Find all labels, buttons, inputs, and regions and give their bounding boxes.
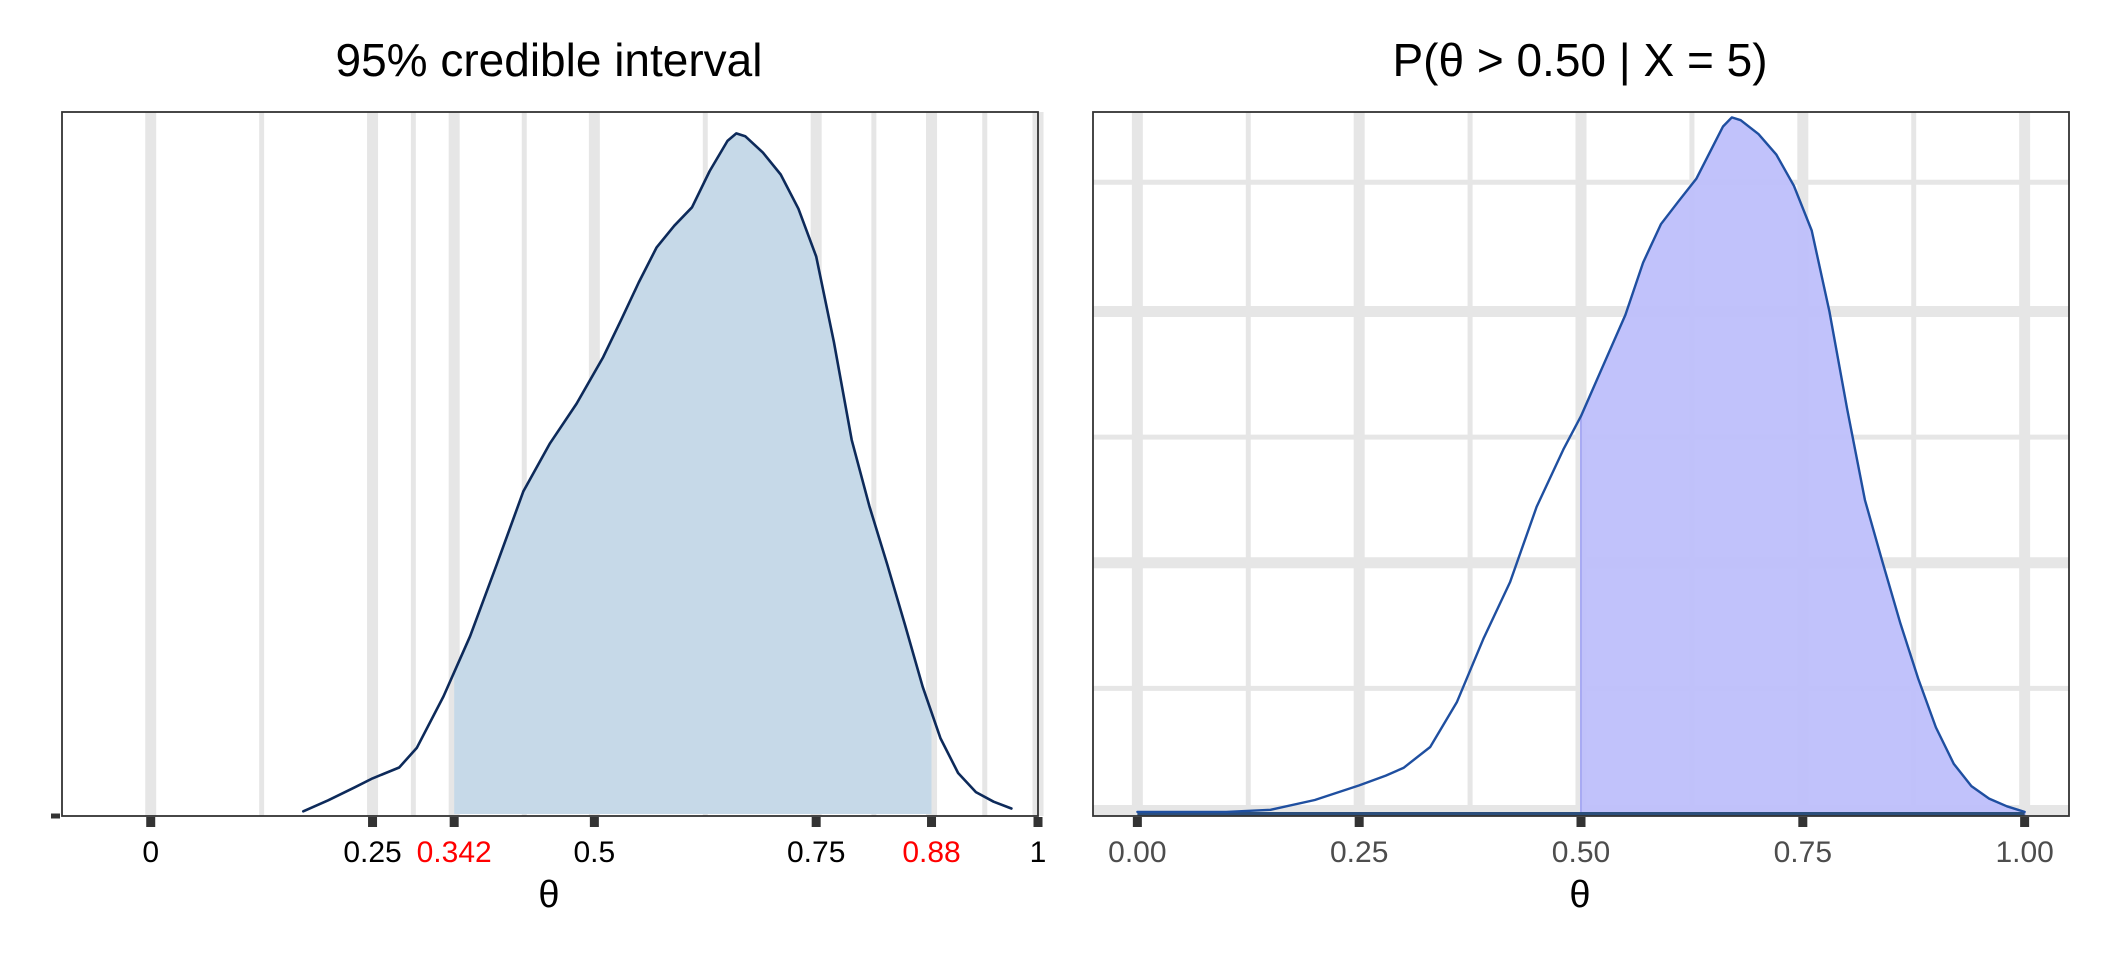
right-x-tick-label: 0.00 <box>1108 836 1166 869</box>
right-panel-border <box>1092 111 2070 817</box>
left-x-tick-label: 0.5 <box>574 836 616 869</box>
left-credible-interval-area <box>454 133 932 814</box>
right-x-ticks: 0.00 0.25 0.50 0.75 1.00 <box>1108 817 2054 869</box>
right-x-tick-label: 0.75 <box>1774 836 1832 869</box>
left-x-tick-label: 0.25 <box>343 836 401 869</box>
left-chart-title: 95% credible interval <box>335 34 762 86</box>
left-x-tick-label-highlight: 0.342 <box>417 836 492 869</box>
left-x-tick-label: 0 <box>142 836 159 869</box>
left-x-ticks: 0 0.25 0.342 0.5 0.75 0.88 1 <box>142 817 1046 869</box>
left-panel-border <box>61 111 1039 817</box>
right-panel: P(θ > 0.50 | X = 5) 0.00 0.25 0.50 0.75 1.00… <box>1092 34 2070 916</box>
right-density-curve <box>1136 116 2026 814</box>
right-x-tick-label: 0.50 <box>1552 836 1610 869</box>
right-x-tick-label: 0.25 <box>1330 836 1388 869</box>
left-x-tick-label: 1 <box>1030 836 1047 869</box>
right-posterior-probability-area <box>1580 116 2026 815</box>
left-density-curve <box>302 132 1013 813</box>
left-x-axis-label: θ <box>538 874 559 916</box>
right-x-axis-label: θ <box>1569 874 1590 916</box>
left-x-tick-label: 0.75 <box>787 836 845 869</box>
right-x-tick-label: 1.00 <box>1995 836 2053 869</box>
left-panel: 95% credible interval 0 0.25 0.342 0.5 0.75 0… <box>51 34 1046 916</box>
left-x-tick-label-highlight: 0.88 <box>902 836 960 869</box>
right-chart-title: P(θ > 0.50 | X = 5) <box>1392 34 1767 86</box>
